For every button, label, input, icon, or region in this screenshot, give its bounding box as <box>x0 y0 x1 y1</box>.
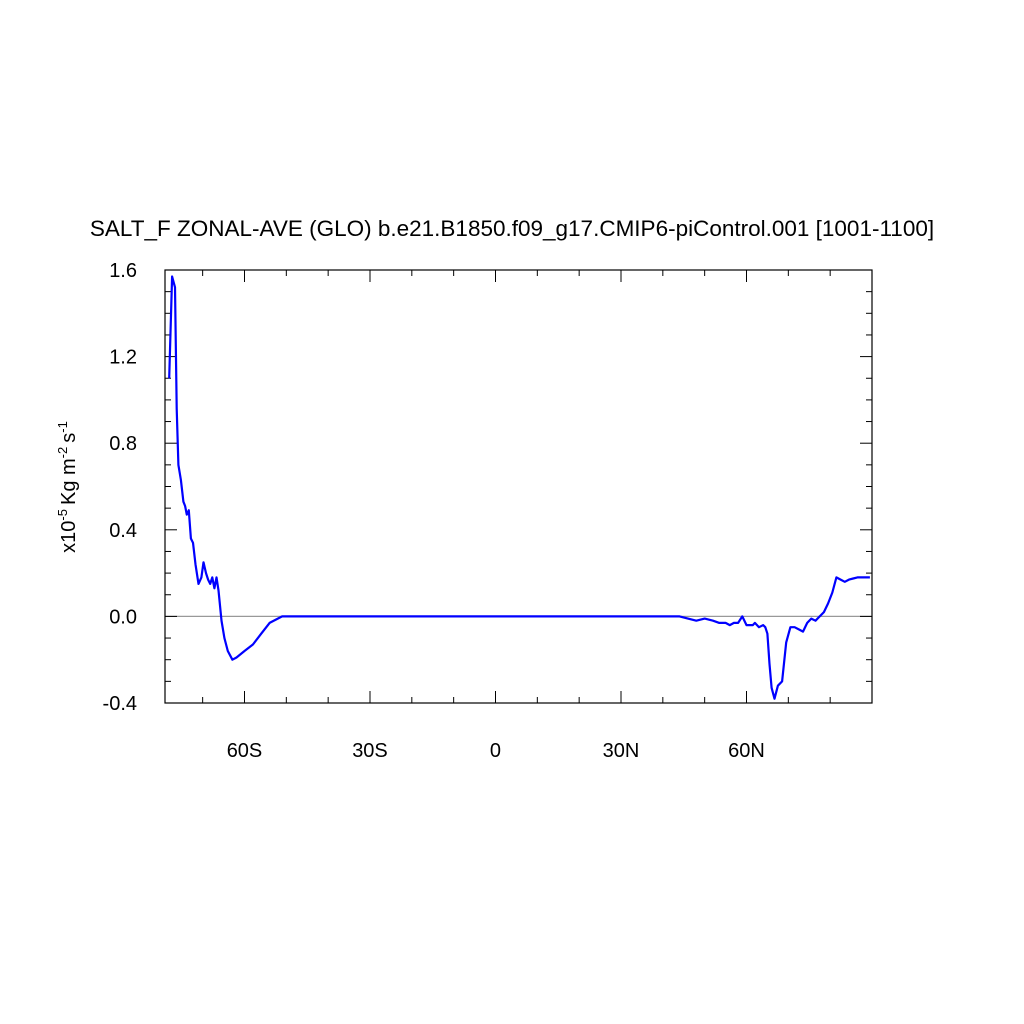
y-tick-label: 1.6 <box>109 260 137 282</box>
series-group <box>168 275 870 700</box>
tick-marks <box>165 269 873 704</box>
y-tick-label: 1.2 <box>109 347 137 369</box>
series-line-0 <box>168 275 870 700</box>
y-tick-label: 0.0 <box>109 606 137 628</box>
x-tick-label: 0 <box>490 740 501 762</box>
y-tick-label: 0.8 <box>109 433 137 455</box>
plot-frame <box>164 269 873 704</box>
y-label-exponent: -5 <box>55 509 70 521</box>
y-label-exponent-3: -1 <box>55 421 70 433</box>
y-label-units: Kg m <box>58 458 80 505</box>
y-tick-label: 0.4 <box>109 520 137 542</box>
x-tick-labels: 60S 30S 0 30N 60N <box>227 740 765 762</box>
y-label-exponent-2: -2 <box>55 447 70 459</box>
x-tick-label: 60S <box>227 740 263 762</box>
x-tick-label: 60N <box>728 740 765 762</box>
y-tick-labels: 1.6 1.2 0.8 0.4 0.0 -0.4 <box>103 260 137 715</box>
chart-title: SALT_F ZONAL-AVE (GLO) b.e21.B1850.f09_g… <box>90 216 934 241</box>
x-tick-label: 30N <box>603 740 640 762</box>
y-tick-label: -0.4 <box>103 693 137 715</box>
y-label-prefix: x10 <box>58 521 80 553</box>
y-label-seconds: s <box>58 433 80 443</box>
y-axis-label: x10-5 Kg m-2 s-1 <box>55 421 80 553</box>
x-tick-label: 30S <box>352 740 388 762</box>
